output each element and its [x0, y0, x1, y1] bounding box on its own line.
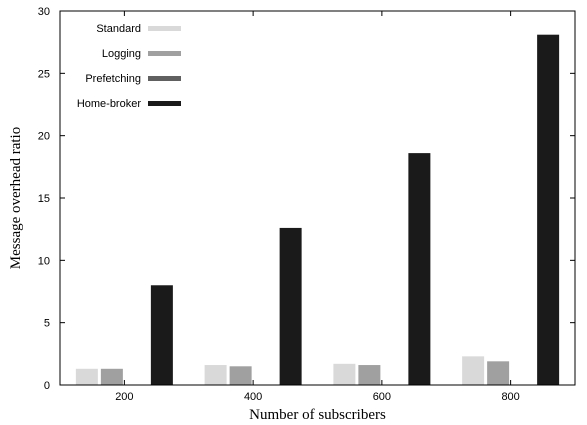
bar-logging-200: [100, 368, 123, 385]
legend-swatch: [148, 101, 181, 106]
legend-label: Prefetching: [85, 73, 141, 85]
y-tick-label: 30: [38, 6, 50, 18]
y-tick-label: 25: [38, 68, 50, 80]
bar-standard-200: [75, 368, 98, 385]
x-tick-label: 800: [501, 391, 519, 403]
legend-label: Standard: [96, 23, 141, 35]
legend-swatch: [148, 51, 181, 56]
x-tick-label: 200: [115, 391, 133, 403]
legend: Standard Logging Prefetching Home-broker: [77, 23, 181, 110]
bar-logging-600: [358, 365, 381, 385]
bar-standard-600: [333, 363, 356, 385]
bar-logging-400: [229, 366, 252, 385]
y-tick-label: 10: [38, 255, 50, 267]
bar-standard-400: [204, 365, 227, 385]
legend-swatch: [148, 76, 181, 81]
legend-label: Logging: [102, 48, 141, 60]
legend-swatch: [148, 26, 181, 31]
y-tick-label: 5: [44, 318, 50, 330]
bar-home-broker-200: [150, 285, 173, 385]
bar-standard-800: [462, 356, 485, 385]
y-tick-label: 15: [38, 193, 50, 205]
y-axis: 0 5 10 15 20 25 30: [38, 6, 575, 392]
bar-logging-800: [487, 361, 510, 385]
legend-label: Home-broker: [77, 98, 142, 110]
bar-home-broker-400: [279, 227, 302, 385]
x-tick-label: 400: [244, 391, 262, 403]
bar-home-broker-600: [408, 153, 431, 385]
x-tick-label: 600: [373, 391, 391, 403]
y-axis-title: Message overhead ratio: [8, 127, 24, 269]
x-axis: 200 400 600 800: [115, 11, 520, 403]
plot-frame: [59, 10, 576, 386]
y-tick-label: 20: [38, 131, 50, 143]
bar-home-broker-800: [537, 34, 560, 385]
bars-layer: [75, 34, 560, 385]
y-tick-label: 0: [44, 380, 50, 392]
x-axis-title: Number of subscribers: [249, 407, 386, 423]
